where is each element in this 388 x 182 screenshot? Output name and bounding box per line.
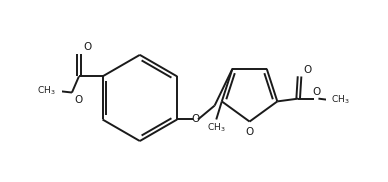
Text: O: O <box>312 87 320 97</box>
Text: O: O <box>83 42 92 52</box>
Text: O: O <box>303 65 312 75</box>
Text: O: O <box>246 126 254 136</box>
Text: CH$_3$: CH$_3$ <box>207 122 225 134</box>
Text: O: O <box>75 95 83 105</box>
Text: O: O <box>191 114 199 124</box>
Text: CH$_3$: CH$_3$ <box>38 84 56 97</box>
Text: CH$_3$: CH$_3$ <box>331 94 350 106</box>
